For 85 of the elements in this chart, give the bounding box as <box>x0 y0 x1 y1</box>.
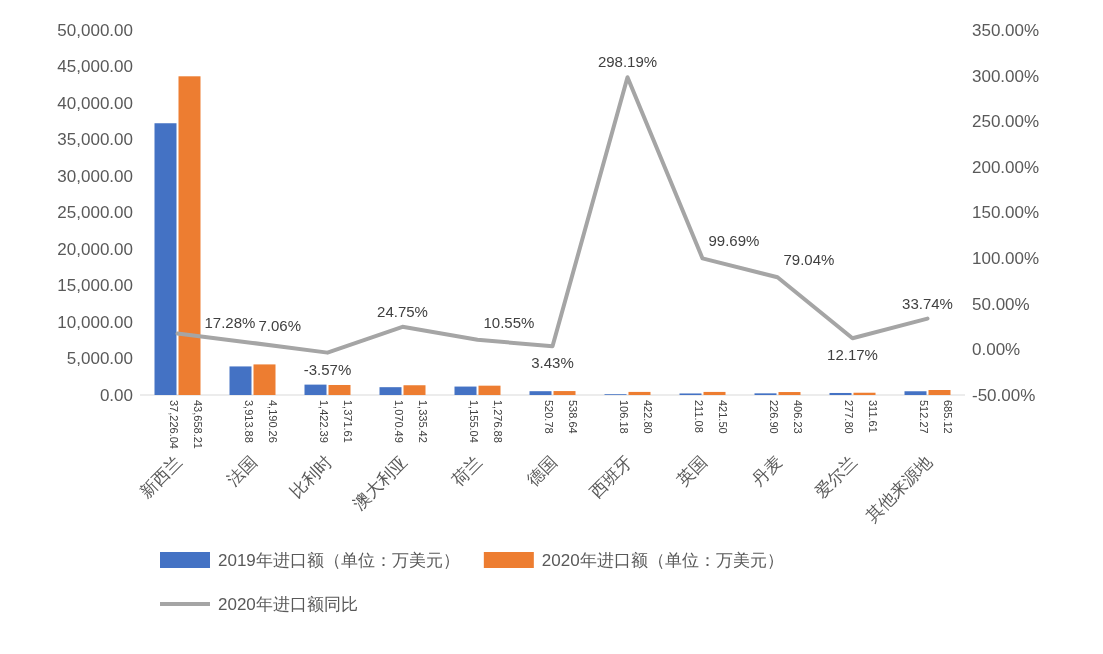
data-label: 1,335.42 <box>416 400 429 443</box>
x-tick-label: 英国 <box>673 452 712 490</box>
data-label: -3.57% <box>303 360 352 378</box>
x-tick-label: 新西兰 <box>136 452 187 502</box>
data-label: 1,276.88 <box>491 400 504 443</box>
x-tick-label: 澳大利亚 <box>349 452 412 514</box>
data-label: 10.55% <box>483 313 535 331</box>
bar <box>379 387 402 395</box>
bar <box>778 392 801 395</box>
y-tick-label: 30,000.00 <box>57 166 133 186</box>
data-label: 538.64 <box>566 400 579 434</box>
data-label: 79.04% <box>783 251 835 269</box>
bar <box>829 392 852 395</box>
y2-tick-label: 200.00% <box>972 157 1040 177</box>
y-tick-label: 10,000.00 <box>57 312 133 332</box>
x-tick-label: 丹麦 <box>748 452 787 490</box>
data-label: 1,422.39 <box>317 400 330 443</box>
legend-label: 2020年进口额同比 <box>218 595 358 614</box>
data-label: 1,371.61 <box>341 400 354 443</box>
x-tick-label: 爱尔兰 <box>811 452 862 502</box>
x-tick-label: 德国 <box>523 452 562 490</box>
y-tick-label: 25,000.00 <box>57 203 133 223</box>
y-tick-label: 15,000.00 <box>57 276 133 296</box>
data-label: 99.69% <box>708 232 760 250</box>
data-label: 226.90 <box>767 400 780 434</box>
data-label: 3.43% <box>531 354 574 372</box>
legend-label: 2020年进口额（单位：万美元） <box>541 551 784 570</box>
y-tick-label: 45,000.00 <box>57 57 133 77</box>
data-label: 298.19% <box>597 53 658 71</box>
y2-tick-label: 350.00% <box>972 20 1040 40</box>
y2-tick-label: 50.00% <box>972 294 1030 314</box>
bar <box>154 123 177 395</box>
data-label: 106.18 <box>617 400 630 434</box>
y-tick-label: 0.00 <box>99 385 133 405</box>
data-label: 422.80 <box>641 400 654 434</box>
data-label: 1,070.49 <box>392 400 405 443</box>
bar <box>553 391 576 395</box>
data-label: 12.17% <box>827 346 878 364</box>
bar <box>703 391 726 395</box>
y2-tick-label: 300.00% <box>972 66 1040 86</box>
bar <box>178 76 201 395</box>
y2-tick-label: 250.00% <box>972 112 1040 132</box>
x-tick-label: 法国 <box>223 452 262 490</box>
legend-label: 2019年进口额（单位：万美元） <box>218 551 460 570</box>
data-label: 33.74% <box>902 294 953 312</box>
bar <box>928 390 951 395</box>
data-label: 211.08 <box>692 400 705 433</box>
bar <box>628 391 651 395</box>
data-label: 43,658.21 <box>191 400 204 449</box>
y2-tick-label: 150.00% <box>972 203 1040 223</box>
bar <box>304 384 327 395</box>
y2-tick-label: 0.00% <box>972 340 1021 360</box>
x-tick-label: 其他来源地 <box>862 452 937 526</box>
data-label: 685.12 <box>941 400 954 434</box>
data-label: 512.27 <box>917 400 930 434</box>
y-tick-label: 20,000.00 <box>57 239 133 259</box>
bar <box>478 385 501 395</box>
data-label: 7.06% <box>258 316 302 334</box>
data-label: 311.61 <box>866 400 879 433</box>
y2-tick-label: 100.00% <box>972 249 1040 269</box>
bar <box>229 366 252 395</box>
bar <box>328 384 351 395</box>
x-tick-label: 比利时 <box>286 452 337 502</box>
data-label: 37,226.04 <box>167 400 180 449</box>
data-label: 421.50 <box>716 400 729 434</box>
data-label: 24.75% <box>377 302 428 320</box>
bar <box>253 364 276 395</box>
y-tick-label: 40,000.00 <box>57 93 133 113</box>
bar <box>904 391 927 395</box>
data-label: 17.28% <box>204 313 256 331</box>
y-tick-label: 35,000.00 <box>57 130 133 150</box>
y-tick-label: 5,000.00 <box>66 349 133 369</box>
bar <box>403 385 426 395</box>
data-label: 3,913.88 <box>242 400 255 443</box>
data-label: 4,190.26 <box>266 400 279 443</box>
y-tick-label: 50,000.00 <box>57 20 133 40</box>
data-label: 277.80 <box>842 400 855 434</box>
bar <box>529 391 552 395</box>
y2-tick-label: -50.00% <box>972 385 1036 405</box>
x-tick-label: 西班牙 <box>586 452 637 502</box>
data-label: 520.78 <box>542 400 555 434</box>
x-tick-label: 荷兰 <box>448 452 487 490</box>
data-label: 1,155.04 <box>467 400 480 443</box>
data-label: 406.23 <box>791 400 804 434</box>
bar <box>454 386 477 395</box>
